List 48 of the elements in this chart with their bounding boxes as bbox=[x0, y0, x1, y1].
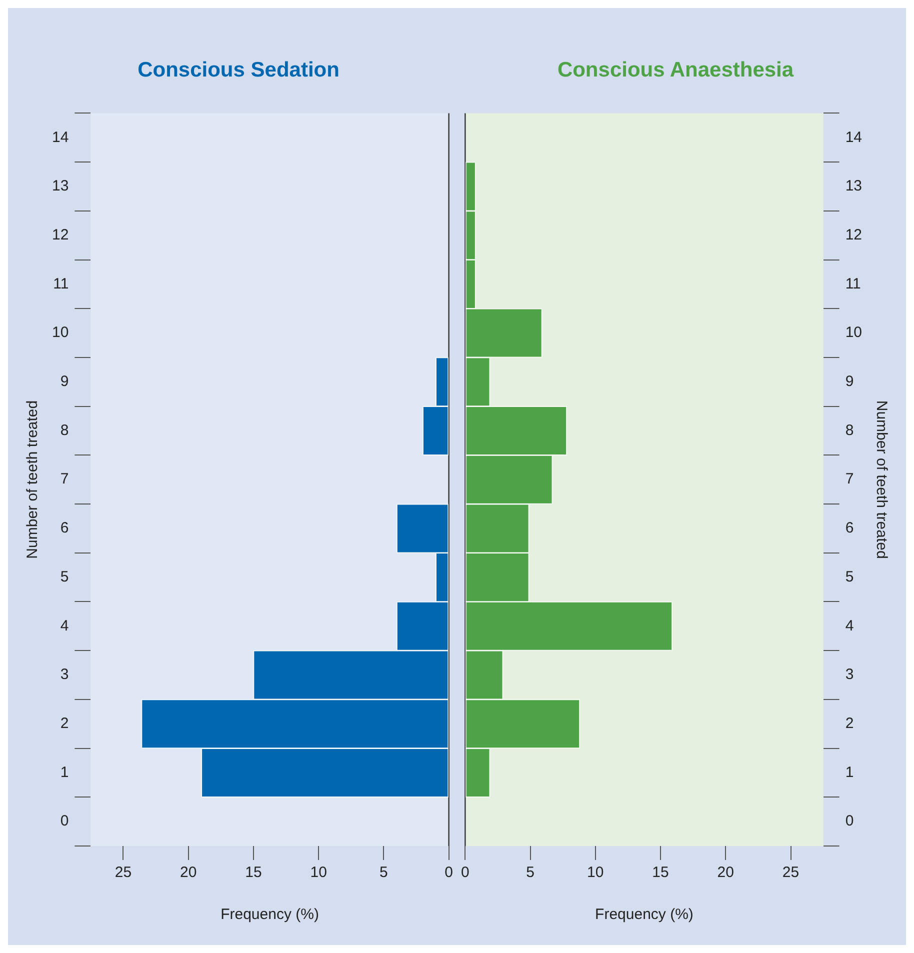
y-tick-label: 14 bbox=[52, 128, 69, 146]
y-tick-label: 9 bbox=[845, 373, 854, 390]
chart-title: Conscious Anaesthesia bbox=[557, 58, 794, 82]
x-tick-label: 0 bbox=[461, 864, 470, 882]
chart-title: Conscious Sedation bbox=[138, 58, 340, 82]
x-tick-label: 20 bbox=[717, 864, 734, 882]
y-tick-label: 1 bbox=[845, 764, 854, 781]
y-axis-title: Number of teeth treated bbox=[872, 400, 890, 559]
y-tick-label: 11 bbox=[53, 275, 69, 292]
x-tick-label: 25 bbox=[114, 864, 132, 882]
y-tick-label: 7 bbox=[60, 470, 69, 488]
x-tick-label: 0 bbox=[444, 864, 453, 882]
y-tick-label: 0 bbox=[845, 812, 854, 830]
x-tick-label: 5 bbox=[380, 864, 388, 882]
y-tick-label: 5 bbox=[845, 568, 854, 586]
y-tick-label: 14 bbox=[845, 128, 862, 146]
y-tick-label: 1 bbox=[60, 764, 69, 781]
x-axis-title: Frequency (%) bbox=[220, 906, 319, 924]
x-tick-label: 15 bbox=[652, 864, 669, 882]
y-tick-label: 2 bbox=[845, 715, 854, 732]
y-tick-label: 13 bbox=[845, 178, 862, 195]
x-tick-label: 25 bbox=[782, 864, 800, 882]
y-tick-label: 7 bbox=[845, 470, 854, 488]
y-tick-label: 4 bbox=[845, 617, 854, 634]
y-tick-label: 5 bbox=[60, 568, 69, 586]
y-tick-label: 10 bbox=[845, 324, 862, 342]
y-tick-label: 8 bbox=[845, 422, 854, 439]
x-tick-label: 10 bbox=[587, 864, 604, 882]
y-tick-label: 12 bbox=[845, 226, 862, 244]
y-tick-label: 2 bbox=[60, 715, 69, 732]
y-tick-label: 6 bbox=[845, 520, 854, 537]
y-tick-label: 12 bbox=[52, 226, 69, 244]
x-tick-label: 5 bbox=[526, 864, 534, 882]
y-tick-label: 6 bbox=[60, 520, 69, 537]
x-axis-title: Frequency (%) bbox=[595, 906, 694, 924]
y-tick-label: 10 bbox=[52, 324, 69, 342]
x-tick-label: 20 bbox=[180, 864, 197, 882]
x-tick-label: 10 bbox=[310, 864, 327, 882]
y-tick-label: 3 bbox=[60, 666, 69, 684]
y-tick-label: 11 bbox=[845, 275, 861, 292]
y-axis-title: Number of teeth treated bbox=[24, 400, 42, 559]
y-tick-label: 0 bbox=[60, 812, 69, 830]
y-tick-label: 4 bbox=[60, 617, 69, 634]
y-tick-label: 13 bbox=[52, 178, 69, 195]
y-tick-label: 9 bbox=[60, 373, 69, 390]
y-tick-label: 3 bbox=[845, 666, 854, 684]
x-tick-label: 15 bbox=[245, 864, 262, 882]
y-tick-label: 8 bbox=[60, 422, 69, 439]
